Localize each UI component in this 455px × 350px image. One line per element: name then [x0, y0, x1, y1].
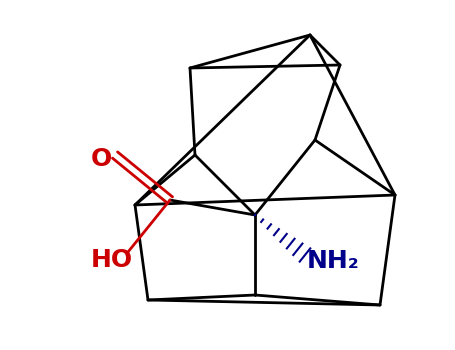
- Text: NH₂: NH₂: [307, 249, 359, 273]
- Text: O: O: [91, 147, 111, 171]
- Text: HO: HO: [91, 248, 133, 272]
